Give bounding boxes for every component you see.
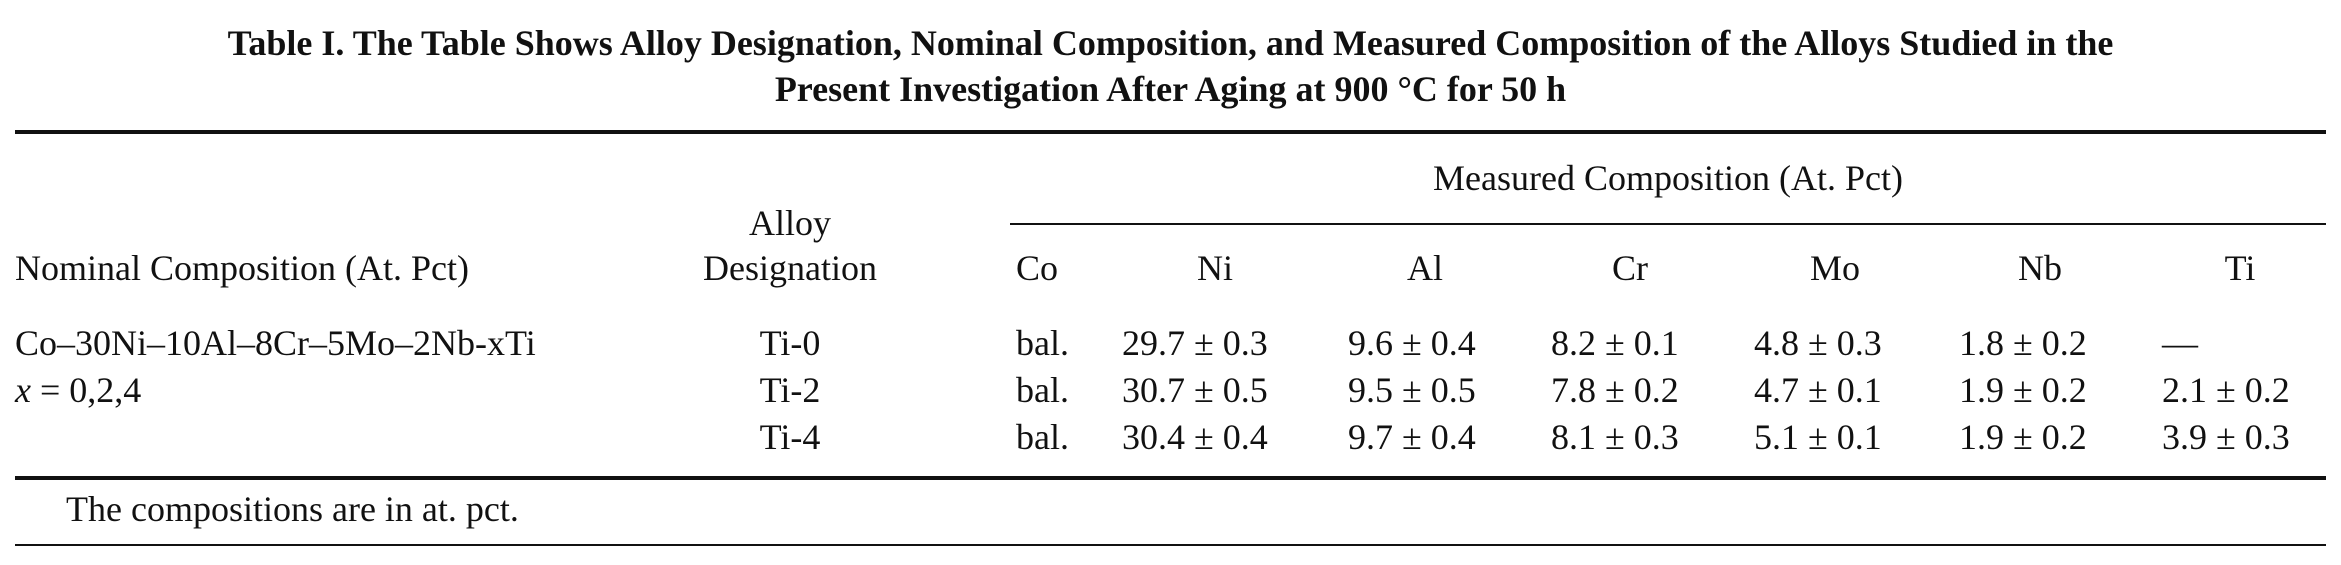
table-row-2-al: 9.5 ± 0.5: [1348, 370, 1476, 410]
header-measured-composition: Measured Composition (At. Pct): [1433, 158, 1903, 198]
header-element-ni: Ni: [1197, 248, 1233, 288]
nominal-x-range: = 0,2,4: [30, 370, 142, 410]
table-row-3-cr: 8.1 ± 0.3: [1551, 417, 1679, 457]
nominal-composition-formula: Co–30Ni–10Al–8Cr–5Mo–2Nb-xTi: [15, 323, 536, 363]
table-bottom-rule: [15, 544, 2326, 546]
table-body-bottom-rule: [15, 476, 2326, 480]
header-element-al: Al: [1407, 248, 1443, 288]
table-row-2-nb: 1.9 ± 0.2: [1959, 370, 2087, 410]
table-row-1-mo: 4.8 ± 0.3: [1754, 323, 1882, 363]
table-row-2-cr: 7.8 ± 0.2: [1551, 370, 1679, 410]
table-caption-line-2: Present Investigation After Aging at 900…: [774, 69, 1567, 109]
header-element-nb: Nb: [2018, 248, 2062, 288]
header-nominal-composition: Nominal Composition (At. Pct): [15, 248, 469, 288]
table-row-3-co: bal.: [1016, 417, 1069, 457]
table-row-3-nb: 1.9 ± 0.2: [1959, 417, 2087, 457]
table-row-2-ni: 30.7 ± 0.5: [1122, 370, 1268, 410]
table-row-2-mo: 4.7 ± 0.1: [1754, 370, 1882, 410]
header-element-ti: Ti: [2224, 248, 2256, 288]
table-row-3-al: 9.7 ± 0.4: [1348, 417, 1476, 457]
table-row-1-alloy: Ti-0: [759, 323, 821, 363]
measured-group-rule: [1010, 223, 2326, 225]
table-row-3-ni: 30.4 ± 0.4: [1122, 417, 1268, 457]
table-row-3-alloy: Ti-4: [759, 417, 821, 457]
nominal-composition-x-values: x = 0,2,4: [15, 367, 141, 413]
table-row-2-co: bal.: [1016, 370, 1069, 410]
table-row-1-cr: 8.2 ± 0.1: [1551, 323, 1679, 363]
table-row-1-ti: —: [2162, 323, 2198, 363]
header-alloy-line-1: Alloy: [748, 203, 831, 243]
header-element-cr: Cr: [1612, 248, 1648, 288]
table-row-1-ni: 29.7 ± 0.3: [1122, 323, 1268, 363]
table-row-3-mo: 5.1 ± 0.1: [1754, 417, 1882, 457]
table-footnote: The compositions are in at. pct.: [66, 489, 519, 529]
table-row-3-ti: 3.9 ± 0.3: [2162, 417, 2290, 457]
table-row-2-alloy: Ti-2: [759, 370, 821, 410]
table-row-2-ti: 2.1 ± 0.2: [2162, 370, 2290, 410]
header-element-mo: Mo: [1809, 248, 1860, 288]
header-alloy-line-2: Designation: [703, 248, 877, 288]
table-caption-line-1: Table I. The Table Shows Alloy Designati…: [227, 23, 2114, 63]
table-top-rule: [15, 130, 2326, 134]
table-row-1-nb: 1.8 ± 0.2: [1959, 323, 2087, 363]
table-row-1-co: bal.: [1016, 323, 1069, 363]
nominal-x-variable: x: [15, 370, 31, 410]
table-row-1-al: 9.6 ± 0.4: [1348, 323, 1476, 363]
header-element-co: Co: [1016, 248, 1059, 288]
